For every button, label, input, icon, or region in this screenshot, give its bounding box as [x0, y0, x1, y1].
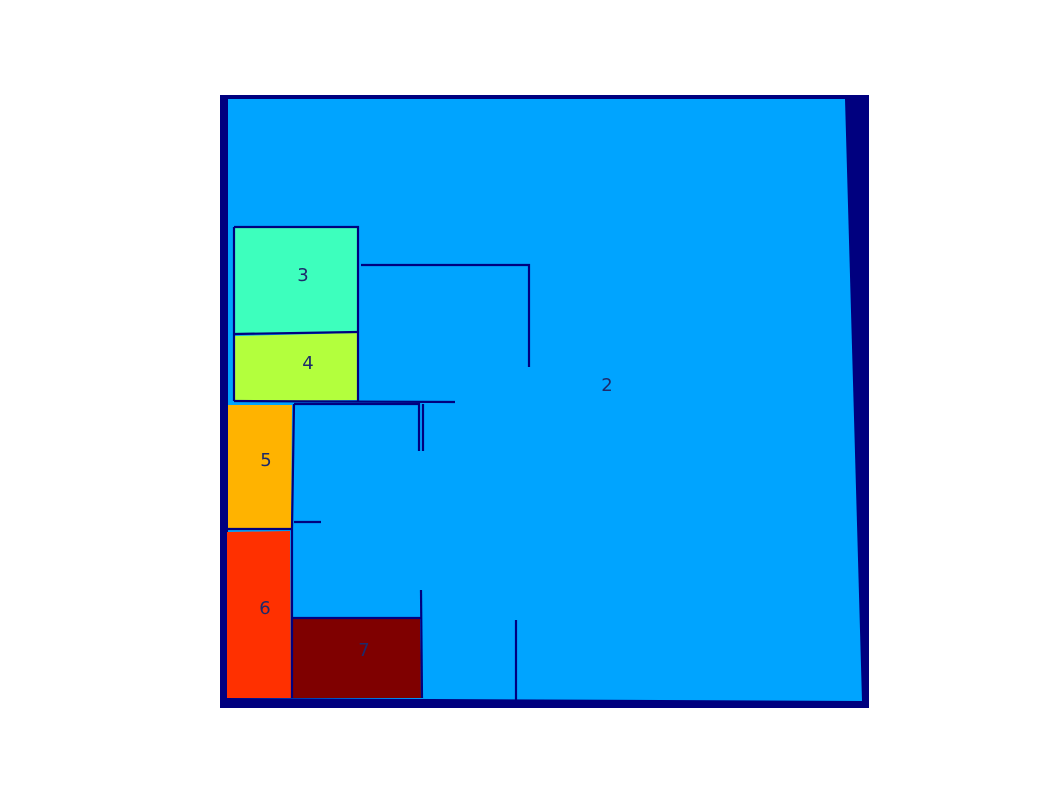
room-label-6: 6	[259, 598, 270, 619]
room-4	[234, 333, 357, 401]
interior-walls	[227, 225, 531, 700]
wall-segment	[234, 225, 360, 401]
room-label-4: 4	[302, 353, 313, 374]
wall-segment	[233, 399, 456, 404]
wall-segment	[294, 402, 421, 451]
room-label-2: 2	[601, 375, 612, 396]
room-5	[228, 405, 292, 528]
room-label-5: 5	[260, 450, 271, 471]
room-2	[228, 99, 862, 701]
room-label-7: 7	[358, 640, 369, 661]
room-7	[293, 619, 421, 698]
wall-segment	[290, 403, 296, 530]
room-6	[227, 531, 291, 698]
room-label-3: 3	[297, 265, 308, 286]
wall-segment	[361, 263, 531, 367]
wall-segment	[233, 330, 358, 336]
room-3	[234, 228, 357, 334]
wall-segment	[419, 589, 424, 699]
